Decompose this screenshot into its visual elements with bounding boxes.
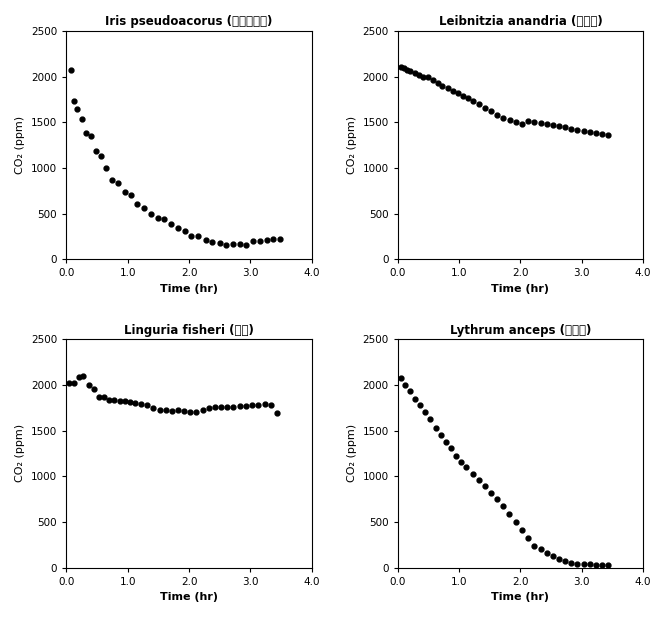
X-axis label: Time (hr): Time (hr)	[160, 284, 218, 294]
Y-axis label: CO₂ (ppm): CO₂ (ppm)	[347, 424, 357, 482]
X-axis label: Time (hr): Time (hr)	[491, 592, 550, 602]
Title: Linguria fisheri (곰취): Linguria fisheri (곰취)	[124, 324, 254, 337]
Y-axis label: CO₂ (ppm): CO₂ (ppm)	[15, 424, 25, 482]
X-axis label: Time (hr): Time (hr)	[491, 284, 550, 294]
Title: Iris pseudoacorus (노랑꿏창포): Iris pseudoacorus (노랑꿏창포)	[105, 15, 272, 28]
X-axis label: Time (hr): Time (hr)	[160, 592, 218, 602]
Title: Lythrum anceps (부처꾽): Lythrum anceps (부처꾽)	[450, 324, 591, 337]
Y-axis label: CO₂ (ppm): CO₂ (ppm)	[15, 116, 25, 174]
Y-axis label: CO₂ (ppm): CO₂ (ppm)	[347, 116, 357, 174]
Title: Leibnitzia anandria (쇜나물): Leibnitzia anandria (쇜나물)	[438, 15, 602, 28]
